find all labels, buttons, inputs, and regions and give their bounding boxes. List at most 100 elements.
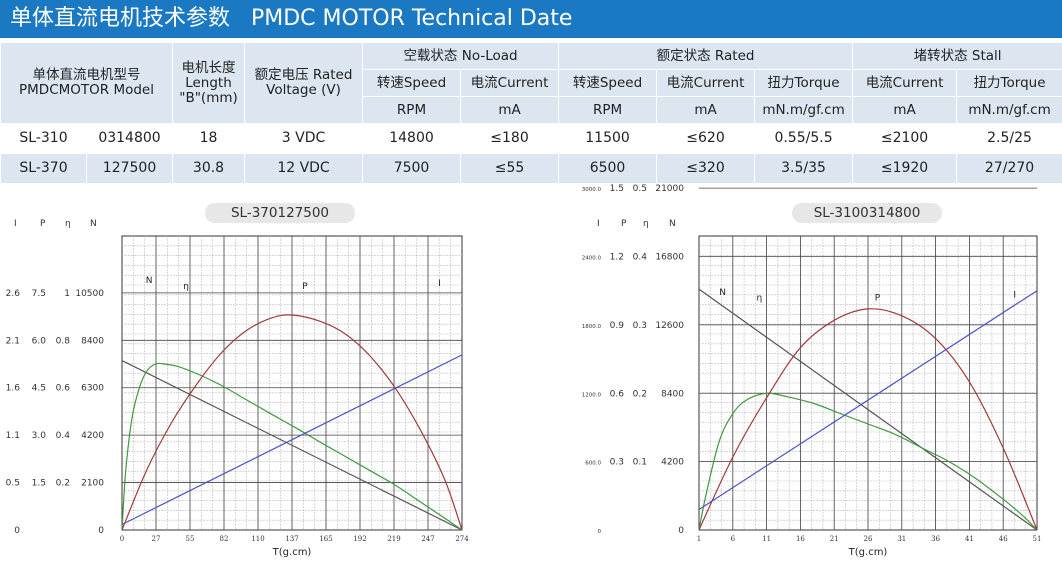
y-tick-label-N: 12600 [655, 321, 684, 331]
y-tick-label-I: 3000.0 [582, 187, 602, 193]
y-tick-label-I: 0.5 [6, 479, 20, 489]
table-cell: 2.5/25 [956, 123, 1062, 154]
y-tick-label-eta: 0.2 [633, 389, 647, 399]
y-tick-label-I: 2.6 [6, 289, 21, 299]
y-tick-label-eta: 0.4 [56, 431, 71, 441]
y-tick-label-eta: 0.3 [633, 321, 647, 331]
rated-header: 额定状态 Rated [558, 42, 854, 70]
x-axis-label: T(g.cm) [272, 547, 312, 558]
y-tick-label-eta: 0.4 [633, 253, 648, 263]
axis-header-2: η [65, 219, 71, 229]
axis-header-1: P [40, 219, 46, 229]
y-tick-label-I: 1.6 [6, 384, 21, 394]
y-tick-label-eta: 0.6 [56, 384, 71, 394]
y-tick-label-N: 10500 [75, 289, 104, 299]
x-tick-label: 110 [251, 535, 264, 543]
x-tick-label: 6 [731, 535, 736, 543]
table-cell: ≤1920 [852, 153, 958, 184]
y-tick-label-eta: 0.8 [56, 336, 71, 346]
y-tick-label-N: 0 [98, 526, 104, 536]
y-tick-label-P: 4.5 [32, 384, 46, 394]
table-cell: 14800 [362, 123, 462, 154]
y-tick-label-P: 0.6 [610, 389, 625, 399]
sub-header: 转速Speed [362, 69, 462, 97]
y-tick-label-eta: 0.2 [56, 479, 70, 489]
table-cell: 7500 [362, 153, 462, 184]
table-cell: 27/270 [956, 153, 1062, 184]
sub-header: 扭力Torque [754, 69, 854, 97]
y-tick-label-P: 3.0 [32, 431, 47, 441]
x-axis-label: T(g.cm) [848, 547, 888, 558]
y-tick-label-P: 1.2 [610, 253, 624, 263]
series-label-N: N [719, 288, 726, 298]
unit-cell: mA [460, 96, 560, 124]
y-tick-label-N: 21000 [655, 184, 684, 194]
y-tick-label-P: 1.5 [32, 479, 46, 489]
table-cell: 6500 [558, 153, 658, 184]
sub-header: 转速Speed [558, 69, 658, 97]
y-tick-label-I: 0 [14, 526, 20, 536]
table-cell: 127500 [85, 153, 174, 184]
y-tick-label-P: 1.5 [610, 184, 624, 194]
y-tick-label-eta: 0.5 [633, 184, 647, 194]
series-line-N [121, 360, 463, 531]
unit-cell: mA [656, 96, 756, 124]
table-row: SL-370 127500 30.8 12 VDC 7500 ≤55 6500 … [0, 153, 1062, 184]
x-tick-label: 137 [285, 535, 298, 543]
y-tick-label-N: 0 [678, 526, 684, 536]
x-tick-label: 1 [697, 535, 701, 543]
x-tick-label: 36 [931, 535, 940, 543]
series-label-η: η [756, 294, 762, 304]
series-line-N [698, 288, 1038, 531]
y-tick-label-N: 4200 [81, 431, 104, 441]
x-tick-label: 219 [387, 535, 400, 543]
y-tick-label-I: 1800.0 [582, 324, 602, 330]
chart-title-right: SL-3100314800 [792, 203, 942, 223]
y-tick-label-N: 4200 [661, 458, 684, 468]
series-label-I: I [1013, 291, 1016, 301]
table-cell: ≤2100 [852, 123, 958, 154]
x-tick-label: 31 [897, 535, 906, 543]
x-tick-label: 51 [1033, 535, 1042, 543]
y-tick-label-P: 6.0 [32, 336, 47, 346]
x-tick-label: 16 [796, 535, 805, 543]
length-header: 电机长度 Length "B"(mm) [172, 42, 246, 124]
x-tick-label: 41 [965, 535, 974, 543]
unit-cell: mN.m/gf.cm [754, 96, 854, 124]
y-tick-label-I: 1200.0 [582, 392, 602, 398]
x-tick-label: 55 [186, 535, 195, 543]
table-cell: 3.5/35 [754, 153, 854, 184]
series-line-η [698, 392, 1038, 531]
unit-cell: RPM [558, 96, 658, 124]
series-label-P: P [875, 294, 881, 304]
y-tick-label-P: 7.5 [32, 289, 46, 299]
axis-header-3: N [669, 219, 676, 229]
y-tick-label-N: 8400 [81, 336, 104, 346]
table-cell: 11500 [558, 123, 658, 154]
x-tick-label: 274 [455, 535, 469, 543]
table-cell: 0314800 [85, 123, 174, 154]
x-tick-label: 21 [830, 535, 839, 543]
series-line-P [121, 314, 463, 531]
y-tick-label-I: 2.1 [6, 336, 20, 346]
series-line-P [698, 308, 1038, 531]
y-tick-label-N: 2100 [81, 479, 104, 489]
y-tick-label-N: 6300 [81, 384, 104, 394]
x-tick-label: 26 [864, 535, 873, 543]
y-tick-label-P: 0.9 [610, 321, 625, 331]
page-title-banner: 单体直流电机技术参数 PMDC MOTOR Technical Date [0, 0, 1062, 38]
axis-header-2: η [643, 219, 649, 229]
y-tick-label-eta: 1 [64, 289, 70, 299]
series-label-P: P [302, 282, 308, 292]
chart-title-left: SL-370127500 [205, 203, 355, 223]
table-cell: ≤320 [656, 153, 756, 184]
series-line-η [121, 362, 463, 531]
y-tick-label-I: 600.0 [585, 461, 601, 467]
table-cell: 12 VDC [244, 153, 364, 184]
y-tick-label-eta: 0.1 [633, 458, 647, 468]
x-tick-label: 82 [220, 535, 229, 543]
series-label-η: η [183, 282, 189, 292]
stall-header: 堵转状态 Stall [852, 42, 1062, 70]
